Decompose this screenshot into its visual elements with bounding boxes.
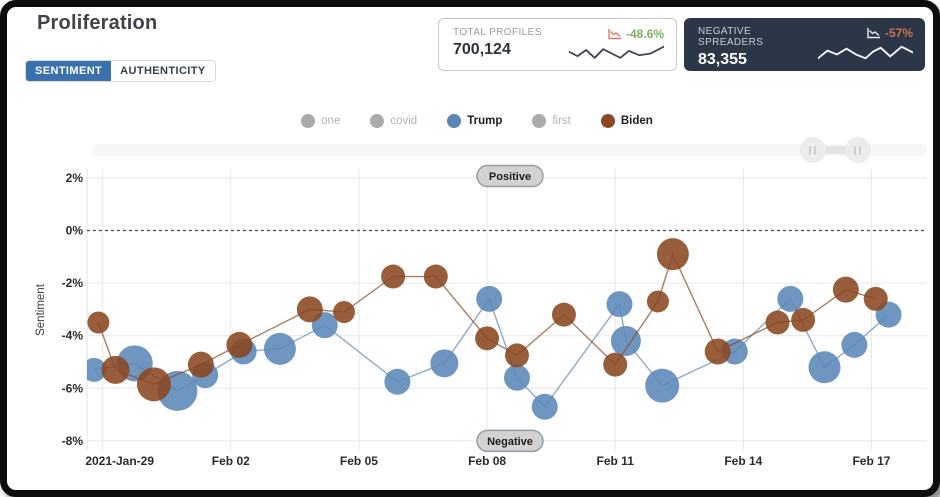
trump-data-point[interactable] xyxy=(430,349,459,378)
x-tick-label: Feb 14 xyxy=(724,454,762,468)
legend-dot-icon xyxy=(370,114,385,128)
axis-marker-label: Positive xyxy=(489,171,531,183)
slider-handle-left[interactable] xyxy=(799,137,826,163)
legend-dot-icon xyxy=(600,114,615,128)
negative-axis-marker: Negative xyxy=(476,429,544,453)
legend-item-covid[interactable]: covid xyxy=(370,114,417,128)
legend-dot-icon xyxy=(301,114,316,128)
negative-spreaders-sparkline xyxy=(818,45,913,60)
trump-data-point[interactable] xyxy=(777,285,804,312)
trump-data-point[interactable] xyxy=(606,291,633,318)
trend-down-icon xyxy=(608,29,621,40)
legend-label: Trump xyxy=(467,115,503,127)
biden-data-point[interactable] xyxy=(475,326,500,351)
legend-dot-icon xyxy=(447,114,462,128)
legend-dot-icon xyxy=(532,114,547,128)
total-profiles-value: 700,124 xyxy=(453,41,511,58)
biden-data-point[interactable] xyxy=(704,338,731,365)
time-range-slider[interactable] xyxy=(92,137,927,163)
slider-selected-range[interactable] xyxy=(812,146,858,154)
total-profiles-sparkline xyxy=(569,45,664,59)
tab-authenticity[interactable]: AUTHENTICITY xyxy=(111,61,215,81)
trump-data-point[interactable] xyxy=(610,325,641,356)
grip-icon xyxy=(859,145,862,155)
legend-label: covid xyxy=(390,115,418,127)
grip-icon xyxy=(814,145,817,155)
x-tick-label: Feb 11 xyxy=(597,454,635,468)
sentiment-chart[interactable]: Sentiment 2% 0% -2% -4% -6% -8%2021-Jan-29 Feb… xyxy=(7,157,940,497)
biden-data-point[interactable] xyxy=(504,343,529,368)
biden-series xyxy=(87,238,888,402)
chart-legend: one covid Trump first Biden xyxy=(7,108,933,134)
y-tick-label: 2% xyxy=(66,171,84,185)
axis-marker-label: Negative xyxy=(487,436,533,448)
trump-data-point[interactable] xyxy=(384,368,411,395)
y-tick-label: -6% xyxy=(62,381,84,395)
biden-data-point[interactable] xyxy=(187,351,214,378)
biden-data-point[interactable] xyxy=(381,264,406,289)
total-profiles-label: TOTAL PROFILES xyxy=(453,27,542,38)
legend-label: Biden xyxy=(620,115,653,127)
x-tick-label: Feb 05 xyxy=(340,454,378,468)
biden-data-point[interactable] xyxy=(332,301,355,324)
trend-down-icon xyxy=(867,28,880,39)
positive-axis-marker: Positive xyxy=(476,164,544,188)
trump-data-point[interactable] xyxy=(531,393,558,420)
biden-data-point[interactable] xyxy=(551,302,576,327)
slider-handle-right[interactable] xyxy=(844,137,871,163)
trump-data-point[interactable] xyxy=(503,364,530,391)
legend-label: first xyxy=(552,115,571,127)
biden-data-point[interactable] xyxy=(423,264,448,289)
negative-spreaders-card: NEGATIVE SPREADERS 83,355 -57% xyxy=(684,18,925,71)
legend-item-first[interactable]: first xyxy=(532,114,571,128)
trump-data-point[interactable] xyxy=(841,331,868,358)
y-tick-label: -2% xyxy=(62,276,84,290)
biden-data-point[interactable] xyxy=(296,296,323,323)
y-axis-title: Sentiment xyxy=(35,283,47,336)
x-tick-label: 2021-Jan-29 xyxy=(85,454,154,468)
page-title: Proliferation xyxy=(37,12,158,34)
grip-icon xyxy=(854,145,857,155)
total-profiles-card: TOTAL PROFILES 700,124 -48.6% xyxy=(438,18,677,71)
x-tick-label: Feb 08 xyxy=(468,454,506,468)
grip-icon xyxy=(809,145,812,155)
biden-data-point[interactable] xyxy=(646,290,669,313)
trump-data-point[interactable] xyxy=(645,368,680,403)
biden-data-point[interactable] xyxy=(226,331,253,358)
total-profiles-change: -48.6% xyxy=(625,27,664,41)
legend-item-trump[interactable]: Trump xyxy=(447,114,502,128)
biden-data-point[interactable] xyxy=(603,352,628,377)
x-tick-label: Feb 02 xyxy=(212,454,250,468)
y-tick-label: -8% xyxy=(62,434,84,448)
negative-spreaders-label: NEGATIVE SPREADERS xyxy=(698,26,764,48)
biden-data-point[interactable] xyxy=(136,367,171,402)
biden-data-point[interactable] xyxy=(656,238,689,271)
biden-data-point[interactable] xyxy=(101,355,130,384)
negative-spreaders-change: -57% xyxy=(884,26,913,40)
biden-data-point[interactable] xyxy=(863,286,888,311)
biden-data-point[interactable] xyxy=(791,307,816,332)
biden-data-point[interactable] xyxy=(832,276,859,303)
legend-label: one xyxy=(321,115,341,127)
view-tabs: SENTIMENT AUTHENTICITY xyxy=(25,60,216,82)
biden-data-point[interactable] xyxy=(765,310,790,335)
trump-data-point[interactable] xyxy=(476,285,503,312)
y-tick-label: 0% xyxy=(66,224,84,238)
tab-sentiment[interactable]: SENTIMENT xyxy=(26,61,112,81)
y-tick-label: -4% xyxy=(62,329,84,343)
biden-data-point[interactable] xyxy=(87,311,110,334)
negative-spreaders-value: 83,355 xyxy=(698,51,747,68)
trump-data-point[interactable] xyxy=(263,332,296,365)
trump-data-point[interactable] xyxy=(808,351,841,384)
legend-item-biden[interactable]: Biden xyxy=(600,114,653,128)
x-tick-label: Feb 17 xyxy=(852,454,890,468)
legend-item-one[interactable]: one xyxy=(301,114,340,128)
trump-data-point[interactable] xyxy=(82,357,107,382)
